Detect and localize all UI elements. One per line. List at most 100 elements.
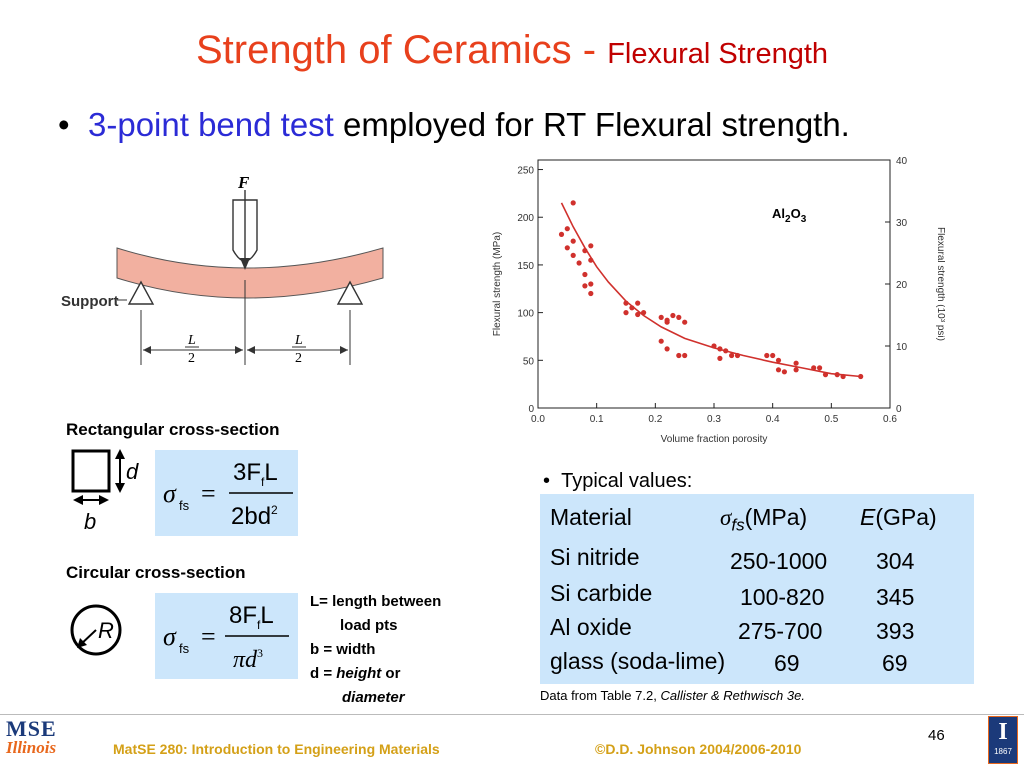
y-tick-label: 100	[517, 309, 534, 320]
title-sub: Flexural Strength	[607, 38, 829, 70]
circ-sigma: σ	[163, 622, 177, 651]
footer-course: MatSE 280: Introduction to Engineering M…	[113, 741, 440, 757]
col-e-unit: (GPa)	[875, 504, 937, 530]
circ-num-tail: L	[260, 602, 273, 629]
data-point	[635, 300, 641, 306]
row-material: Si carbide	[550, 580, 653, 606]
half-span-num-left: L	[187, 333, 196, 348]
circ-sigma-sub: fs	[179, 641, 190, 656]
data-point	[658, 314, 664, 320]
data-point	[834, 372, 840, 378]
note-l5: diameter	[342, 689, 405, 706]
x-tick-label: 0.3	[707, 414, 721, 425]
rect-formula: σ fs = 3FfL 2bd2	[163, 459, 293, 530]
col-sigma-unit: (MPa)	[744, 504, 808, 530]
data-point	[664, 346, 670, 352]
rect-num: 3FfL	[233, 459, 278, 489]
bend-test-diagram: F Support L 2 L 2	[61, 173, 384, 366]
data-point	[840, 373, 846, 380]
force-label: F	[237, 173, 250, 192]
anno-o: O	[791, 206, 801, 221]
rect-formula-box: σ fs = 3FfL 2bd2	[155, 450, 298, 536]
typical-label: Typical values:	[561, 470, 693, 492]
rect-den-main: 2bd	[231, 503, 271, 530]
bullet-highlight: 3-point bend test	[88, 106, 334, 143]
data-point	[658, 338, 664, 344]
note-l3: b = width	[310, 641, 376, 658]
source-plain: Data from Table 7.2,	[540, 688, 661, 703]
col-sigma: σfs(MPa)	[720, 504, 807, 536]
note-l4c: or	[381, 665, 401, 682]
title-main: Strength of Ceramics -	[195, 28, 608, 72]
note-l1: L= length between	[310, 593, 442, 610]
circ-num-sub: f	[257, 618, 261, 632]
row-e: 304	[876, 548, 915, 574]
row-e: 345	[876, 584, 915, 610]
rect-sigma-sub: fs	[179, 498, 190, 513]
data-point	[576, 260, 582, 266]
data-point	[822, 372, 829, 378]
mse-illinois-logo: MSE Illinois	[6, 716, 76, 764]
bullet-point: • 3-point bend test employed for RT Flexu…	[58, 106, 850, 144]
data-point	[641, 310, 647, 316]
circ-den: πd3	[233, 646, 263, 673]
y-tick-label: 50	[523, 356, 535, 367]
x-tick-label: 0.5	[824, 414, 838, 425]
col-e: E(GPa)	[860, 504, 937, 531]
note-l2: load pts	[340, 617, 398, 634]
plot-frame	[537, 159, 891, 409]
anno-sub-2: 2	[785, 214, 791, 225]
bullet-dot: •	[58, 106, 70, 143]
data-point	[734, 352, 741, 359]
row-e: 393	[876, 618, 915, 644]
col-sigma-sub: fs	[731, 515, 745, 535]
chart-annotation: Al2O3	[772, 206, 807, 225]
porosity-chart: 0.0 0.1 0.2 0.3 0.4 0.5 0.60501001502002500102…	[492, 156, 945, 445]
dim-r: R	[98, 618, 114, 643]
row-material: Al oxide	[550, 614, 632, 640]
data-point	[623, 310, 629, 316]
y2-tick-label: 40	[896, 156, 908, 167]
row-material: Si nitride	[550, 544, 640, 570]
col-sigma-sym: σ	[720, 505, 732, 530]
circ-equals: =	[201, 622, 216, 651]
data-point	[588, 243, 594, 249]
support-label: Support	[61, 293, 119, 310]
fit-curve	[560, 202, 861, 378]
bullet-rest: employed for RT Flexural strength.	[333, 106, 850, 143]
anno-sub-3: 3	[801, 214, 807, 225]
circ-formula: σ fs = 8FfL πd3	[163, 602, 289, 673]
data-point	[793, 367, 799, 373]
variable-notes: L= length between load pts b = width d =…	[310, 590, 441, 710]
note-l4b: height	[336, 665, 382, 682]
half-span-den-right: 2	[295, 351, 302, 366]
data-point	[775, 367, 782, 373]
note-l4a: d =	[310, 665, 337, 682]
data-point	[629, 305, 635, 311]
data-source: Data from Table 7.2, Callister & Rethwis…	[540, 688, 805, 703]
chart-y2label: Flexural strength (10³ psi)	[935, 227, 945, 341]
data-point	[582, 271, 588, 278]
col-e-sym: E	[860, 504, 876, 530]
logo-mse: MSE	[6, 716, 57, 741]
data-point	[670, 312, 676, 319]
typical-values-bullet: • Typical values:	[543, 470, 692, 493]
dim-b: b	[84, 509, 96, 534]
data-point	[570, 252, 576, 258]
footer-divider	[0, 714, 1024, 715]
y2-tick-label: 0	[896, 404, 902, 415]
data-point	[770, 352, 776, 359]
footer-copyright: ©D.D. Johnson 2004/2006-2010	[595, 741, 802, 757]
data-point	[588, 257, 594, 263]
data-point	[558, 231, 565, 237]
x-tick-label: 0.2	[648, 414, 662, 425]
rect-den-sup: 2	[271, 503, 278, 517]
row-sigma: 275-700	[738, 618, 823, 644]
data-point	[723, 348, 729, 354]
slide-title: Strength of Ceramics - Flexural Strength	[0, 28, 1024, 73]
rect-heading: Rectangular cross-section	[66, 420, 280, 439]
col-material: Material	[550, 504, 632, 530]
x-tick-label: 0.6	[883, 414, 897, 425]
y2-tick-label: 30	[896, 218, 908, 229]
data-point	[717, 346, 723, 352]
